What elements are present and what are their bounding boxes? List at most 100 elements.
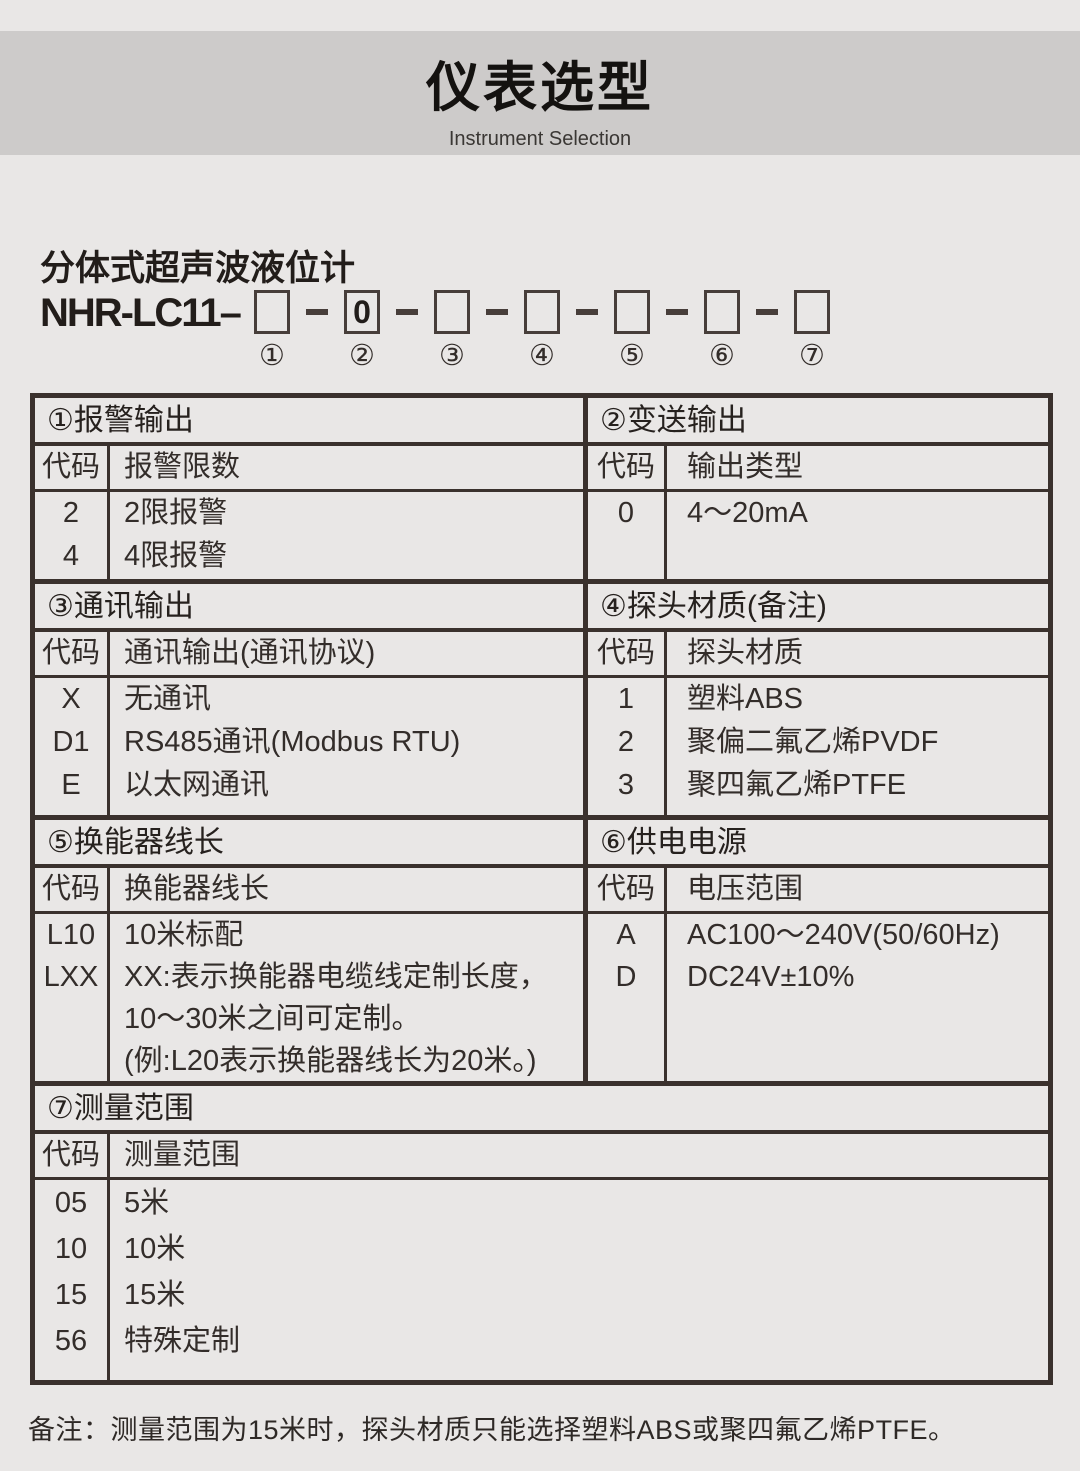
code-cell: D xyxy=(588,956,667,998)
code-cell: 15 xyxy=(35,1272,110,1318)
code-cell: X xyxy=(35,678,110,721)
model-dash xyxy=(576,309,598,315)
section-power-supply: ⑥供电电源 代码 电压范围 A AC100～240V(50/60Hz) D DC… xyxy=(588,820,1048,1081)
desc-header-cell: 探头材质 xyxy=(687,637,804,669)
table-band-2: ③通讯输出 代码 通讯输出(通讯协议) X 无通讯 D1 RS485通讯(Mod… xyxy=(35,584,1048,820)
code-header-cell: 代码 xyxy=(35,446,110,489)
table-band-4: ⑦测量范围 代码 测量范围 05 5米 10 10米 15 xyxy=(35,1086,1048,1380)
section-title: ⑦测量范围 xyxy=(35,1086,1048,1134)
code-header-cell: 代码 xyxy=(588,446,667,489)
table-body: A AC100～240V(50/60Hz) D DC24V±10% xyxy=(588,914,1048,1081)
table-header-row: 代码 探头材质 xyxy=(588,632,1048,678)
section-measuring-range: ⑦测量范围 代码 测量范围 05 5米 10 10米 15 xyxy=(35,1086,1048,1380)
table-filler xyxy=(588,998,1048,1081)
section-title: ④探头材质(备注) xyxy=(588,584,1048,632)
desc-cell: XX:表示换能器电缆线定制长度， 10～30米之间可定制。 (例:L20表示换能… xyxy=(124,961,548,1077)
model-code-box-7 xyxy=(794,290,830,334)
desc-header-cell: 换能器线长 xyxy=(124,873,270,905)
model-dash xyxy=(396,309,418,315)
code-cell: 0 xyxy=(588,492,667,535)
desc-cell: AC100～240V(50/60Hz) xyxy=(687,919,1000,951)
table-row: 2 聚偏二氟乙烯PVDF xyxy=(588,721,1048,764)
table-header-row: 代码 电压范围 xyxy=(588,868,1048,914)
table-header-row: 代码 测量范围 xyxy=(35,1134,1048,1180)
code-cell: 1 xyxy=(588,678,667,721)
table-header-row: 代码 通讯输出(通讯协议) xyxy=(35,632,583,678)
table-filler xyxy=(35,578,583,579)
section-transducer-cable-length: ⑤换能器线长 代码 换能器线长 L10 10米标配 LXX XX:表示换能器电缆… xyxy=(35,820,588,1081)
table-row: D1 RS485通讯(Modbus RTU) xyxy=(35,721,583,764)
code-cell: E xyxy=(35,764,110,807)
model-dash xyxy=(666,309,688,315)
desc-cell: 2限报警 xyxy=(124,497,228,529)
code-header-cell: 代码 xyxy=(588,632,667,675)
table-body: 1 塑料ABS 2 聚偏二氟乙烯PVDF 3 聚四氟乙烯PTFE xyxy=(588,678,1048,815)
code-cell: D1 xyxy=(35,721,110,764)
table-row: 1 塑料ABS xyxy=(588,678,1048,721)
desc-header-cell: 测量范围 xyxy=(124,1139,241,1171)
table-body: 05 5米 10 10米 15 15米 56 特殊定制 xyxy=(35,1180,1048,1380)
section-title: ③通讯输出 xyxy=(35,584,583,632)
code-cell: A xyxy=(588,914,667,956)
position-label-1: ① xyxy=(259,340,285,372)
code-cell: 3 xyxy=(588,764,667,807)
model-code-box-2: 0 xyxy=(344,290,380,334)
table-header-row: 代码 报警限数 xyxy=(35,446,583,492)
desc-cell: 10米标配 xyxy=(124,919,244,951)
table-filler xyxy=(588,807,1048,815)
desc-cell: 塑料ABS xyxy=(687,683,804,715)
section-communication-output: ③通讯输出 代码 通讯输出(通讯协议) X 无通讯 D1 RS485通讯(Mod… xyxy=(35,584,588,815)
table-row: 10 10米 xyxy=(35,1226,1048,1272)
section-title: ②变送输出 xyxy=(588,398,1048,446)
desc-cell: 聚偏二氟乙烯PVDF xyxy=(687,726,939,758)
table-body: L10 10米标配 LXX XX:表示换能器电缆线定制长度， 10～30米之间可… xyxy=(35,914,583,1081)
table-body: 0 4～20mA xyxy=(588,492,1048,579)
code-cell: LXX xyxy=(35,956,110,1081)
table-row: 4 4限报警 xyxy=(35,535,583,578)
code-cell: 56 xyxy=(35,1318,110,1364)
code-cell: L10 xyxy=(35,914,110,956)
code-cell: 2 xyxy=(588,721,667,764)
desc-cell: 特殊定制 xyxy=(124,1325,241,1357)
section-title: ⑥供电电源 xyxy=(588,820,1048,868)
code-cell: 4 xyxy=(35,535,110,578)
code-cell: 10 xyxy=(35,1226,110,1272)
section-alarm-output: ①报警输出 代码 报警限数 2 2限报警 4 4限报警 xyxy=(35,398,588,579)
model-code-box-3 xyxy=(434,290,470,334)
table-header-row: 代码 输出类型 xyxy=(588,446,1048,492)
table-row: 05 5米 xyxy=(35,1180,1048,1226)
position-label-4: ④ xyxy=(529,340,555,372)
desc-cell: 4～20mA xyxy=(687,497,808,529)
desc-header-cell: 报警限数 xyxy=(124,451,241,483)
page-title: 仪表选型 xyxy=(426,58,654,118)
model-dash xyxy=(486,309,508,315)
table-filler xyxy=(35,807,583,815)
table-filler xyxy=(588,535,1048,579)
section-probe-material: ④探头材质(备注) 代码 探头材质 1 塑料ABS 2 聚偏二氟乙烯PVDF xyxy=(588,584,1048,815)
model-dash xyxy=(306,309,328,315)
position-label-3: ③ xyxy=(439,340,465,372)
table-row: L10 10米标配 xyxy=(35,914,583,956)
table-row: 3 聚四氟乙烯PTFE xyxy=(588,764,1048,807)
code-header-cell: 代码 xyxy=(35,868,110,911)
position-label-5: ⑤ xyxy=(619,340,645,372)
model-dash xyxy=(756,309,778,315)
product-name: 分体式超声波液位计 xyxy=(40,249,356,288)
desc-cell: 5米 xyxy=(124,1187,170,1219)
desc-cell: 聚四氟乙烯PTFE xyxy=(687,769,907,801)
position-label-7: ⑦ xyxy=(799,340,825,372)
table-row: D DC24V±10% xyxy=(588,956,1048,998)
header-band: 仪表选型 Instrument Selection xyxy=(0,31,1080,155)
model-code-box-1 xyxy=(254,290,290,334)
desc-cell: 10米 xyxy=(124,1233,186,1265)
desc-header-cell: 电压范围 xyxy=(687,873,804,905)
section-transmitter-output: ②变送输出 代码 输出类型 0 4～20mA xyxy=(588,398,1048,579)
table-row: 56 特殊定制 xyxy=(35,1318,1048,1364)
table-row: LXX XX:表示换能器电缆线定制长度， 10～30米之间可定制。 (例:L20… xyxy=(35,956,583,1081)
model-code-box-4 xyxy=(524,290,560,334)
table-filler xyxy=(35,1364,1048,1380)
note-text: 备注：测量范围为15米时，探头材质只能选择塑料ABS或聚四氟乙烯PTFE。 xyxy=(28,1415,956,1445)
desc-cell: 4限报警 xyxy=(124,540,228,572)
model-prefix: NHR-LC11– xyxy=(40,291,242,335)
